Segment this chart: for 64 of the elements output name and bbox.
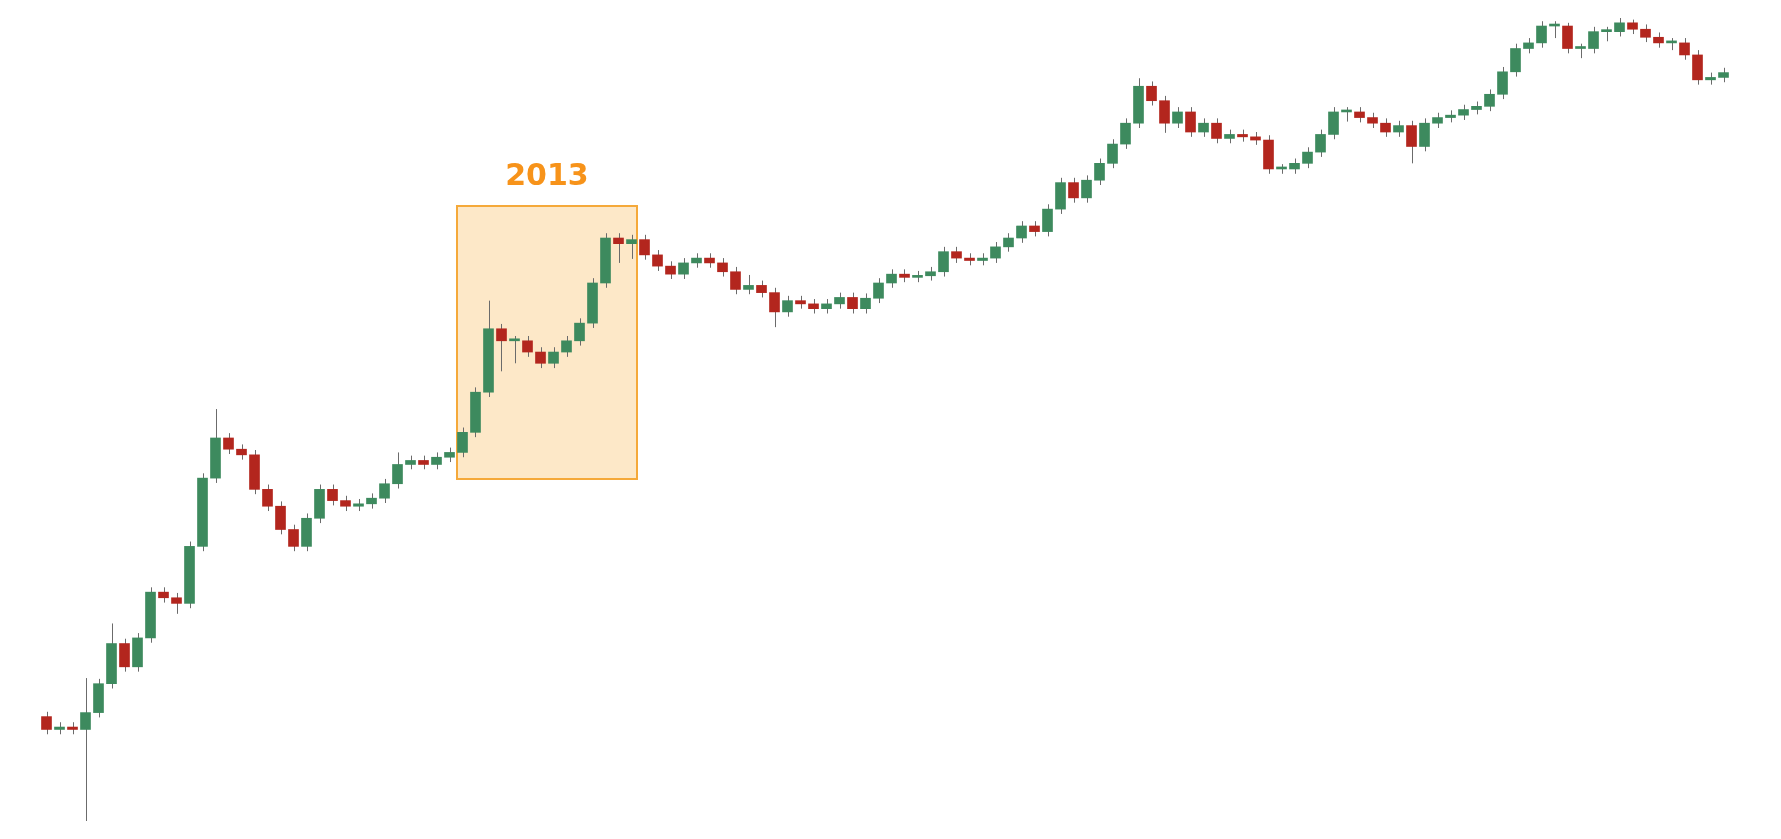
candlestick bbox=[548, 346, 559, 369]
candlestick bbox=[1107, 138, 1118, 169]
candlestick bbox=[1016, 220, 1027, 244]
candlestick bbox=[496, 323, 507, 372]
candlestick bbox=[769, 287, 780, 328]
candlestick bbox=[262, 484, 273, 512]
candlestick bbox=[1172, 106, 1183, 129]
candlestick bbox=[41, 711, 52, 735]
candlestick bbox=[1536, 20, 1547, 49]
candlestick bbox=[223, 432, 234, 455]
candlestick bbox=[1406, 120, 1417, 164]
candlestick bbox=[1146, 80, 1157, 107]
candlestick bbox=[1185, 106, 1196, 138]
candlestick bbox=[275, 500, 286, 535]
candlestick bbox=[1042, 203, 1053, 237]
candlestick bbox=[613, 232, 624, 264]
candlestick bbox=[1198, 117, 1209, 138]
candlestick bbox=[1159, 95, 1170, 134]
candlestick bbox=[1094, 158, 1105, 186]
candlestick bbox=[1068, 177, 1079, 204]
candlestick bbox=[80, 677, 91, 822]
candlestick bbox=[847, 292, 858, 314]
candlestick bbox=[457, 427, 468, 458]
candlestick bbox=[1003, 232, 1014, 253]
candlestick bbox=[639, 234, 650, 261]
candlestick bbox=[678, 257, 689, 280]
candlestick bbox=[522, 335, 533, 358]
candlestick bbox=[938, 246, 949, 278]
candlestick bbox=[1679, 37, 1690, 61]
candlestick bbox=[1419, 117, 1430, 152]
candlestick bbox=[1484, 88, 1495, 112]
candlestick bbox=[626, 234, 637, 260]
candlestick bbox=[379, 478, 390, 504]
candlestick bbox=[873, 277, 884, 304]
candlestick bbox=[1120, 117, 1131, 150]
candlestick bbox=[392, 451, 403, 490]
candlestick bbox=[782, 295, 793, 318]
candlestick bbox=[1328, 106, 1339, 140]
candlestick bbox=[652, 249, 663, 272]
candlestick bbox=[1380, 117, 1391, 138]
candlestick bbox=[1588, 26, 1599, 54]
candlestick bbox=[743, 274, 754, 295]
candlestick bbox=[288, 524, 299, 552]
candlestick bbox=[1497, 66, 1508, 100]
candlestick bbox=[1211, 117, 1222, 144]
annotation: 2013 bbox=[504, 156, 590, 193]
candlestick bbox=[535, 346, 546, 369]
candlestick bbox=[561, 335, 572, 358]
candlestick bbox=[327, 484, 338, 506]
candlestick bbox=[574, 317, 585, 347]
candlestick bbox=[1614, 17, 1625, 37]
candlestick bbox=[730, 266, 741, 295]
candlestick bbox=[860, 292, 871, 314]
candlestick bbox=[509, 335, 520, 364]
candlestick bbox=[1081, 174, 1092, 204]
candlestick bbox=[1315, 129, 1326, 158]
candlestick bbox=[1510, 43, 1521, 78]
candlestick bbox=[119, 638, 130, 673]
candlestick bbox=[886, 268, 897, 289]
candlestick bbox=[1302, 146, 1313, 169]
candlestick bbox=[990, 241, 1001, 264]
candlestick bbox=[1562, 22, 1573, 54]
candlestick bbox=[171, 592, 182, 615]
candlestick bbox=[717, 257, 728, 278]
